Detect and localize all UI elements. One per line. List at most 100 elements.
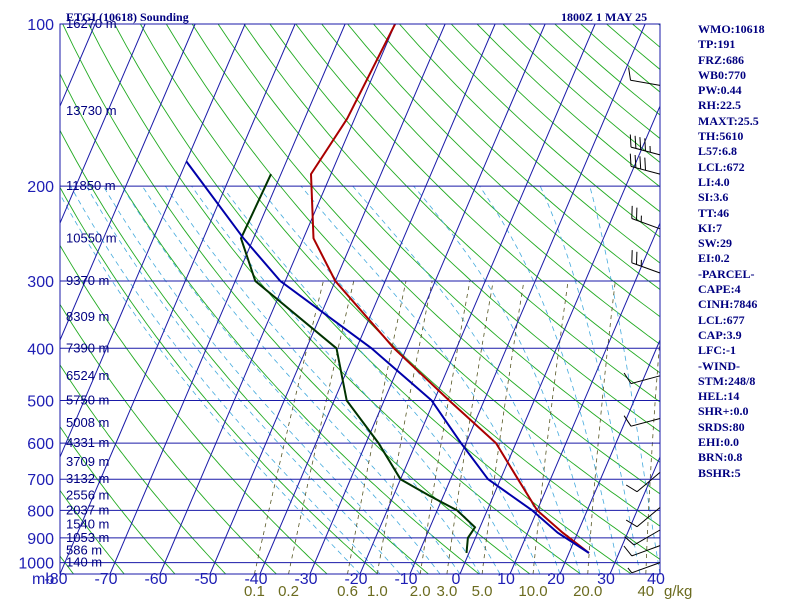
wind-barb (623, 545, 661, 557)
index-item: EI:0.2 (698, 251, 730, 266)
pressure-tick-label: 200 (27, 179, 54, 196)
moist-adiabat (221, 185, 521, 574)
temperature-tick-label: 40 (647, 571, 665, 588)
isobars (60, 24, 660, 564)
temperature-line (309, 24, 590, 554)
dry-adiabat (62, 24, 531, 574)
isotherm (109, 24, 346, 574)
mixing-ratio-tick-label: 20.0 (573, 583, 602, 600)
pressure-tick-label: 700 (27, 472, 54, 489)
index-item: CAPE:4 (698, 282, 741, 297)
index-item: MAXT:25.5 (698, 113, 759, 128)
isotherm (559, 338, 660, 574)
index-item: BSHR:5 (698, 465, 741, 480)
pressure-tick-label: 100 (27, 17, 54, 34)
wind-barb (625, 507, 661, 528)
dry-adiabat (269, 24, 660, 403)
moist-adiabat (300, 185, 561, 574)
isotherm (609, 455, 660, 574)
temperature-tick-label: -60 (144, 571, 167, 588)
wind-barb (629, 134, 661, 156)
index-item: HEL:14 (698, 389, 740, 404)
height-label: 586 m (66, 543, 102, 558)
index-item: SI:3.6 (698, 190, 729, 205)
moist-adiabat (60, 193, 361, 574)
mixing-ratio-tick-label: 5.0 (472, 583, 493, 600)
height-label: 6524 m (66, 368, 109, 383)
wind-barb (631, 250, 661, 274)
index-item: FRZ:686 (698, 52, 744, 67)
mixing-ratio-tick-label: 0.1 (244, 583, 265, 600)
height-label: 10550 m (66, 230, 117, 245)
mixing-ratio-axis: 0.1 0.2 0.6 1.0 2.0 3.0 5.0 10.0 20.0 40 g/kg (244, 583, 692, 600)
temperature-tick-label: 10 (497, 571, 515, 588)
pressure-tick-label: 400 (27, 341, 54, 358)
mixing-ratio-line (419, 280, 471, 574)
index-item: SW:29 (698, 236, 733, 251)
wind-barb (623, 372, 661, 385)
dry-adiabat (88, 24, 581, 574)
dry-adiabat (321, 24, 660, 345)
pressure-tick-label: 600 (27, 436, 54, 453)
dry-adiabat (399, 24, 660, 264)
isotherm (459, 104, 660, 574)
mixing-ratio-line (288, 280, 355, 574)
moist-adiabat (86, 185, 401, 574)
height-label: 16270 m (66, 16, 117, 31)
index-item: STM:248/8 (698, 373, 756, 388)
mixing-ratio-line (254, 280, 324, 574)
isotherm (60, 24, 196, 342)
mixing-ratio-line (481, 280, 525, 574)
dry-adiabat (60, 303, 277, 574)
index-item: RH:22.5 (698, 98, 741, 113)
isotherm (209, 24, 446, 574)
height-label: 9370 m (66, 273, 109, 288)
index-item: LCL:672 (698, 159, 745, 174)
temperature-tick-label: -50 (194, 571, 217, 588)
height-label: 140 m (66, 555, 102, 570)
height-label: 1540 m (66, 517, 109, 532)
index-item: KI:7 (698, 220, 722, 235)
mixing-ratio-tick-label: 3.0 (436, 583, 457, 600)
height-label: 4331 m (66, 435, 109, 450)
mixing-ratio-line (446, 280, 494, 574)
dry-adiabat (191, 24, 660, 495)
temperature-tick-label: -30 (294, 571, 317, 588)
index-item: PW:0.44 (698, 83, 742, 98)
index-item: LCL:677 (698, 312, 745, 327)
mixing-ratio-line (645, 333, 660, 574)
isotherm (359, 24, 596, 574)
isotherm (60, 24, 246, 459)
dry-adiabat (373, 24, 660, 291)
height-label: 2556 m (66, 487, 109, 502)
moist-adiabat (479, 185, 621, 574)
index-item: WMO:10618 (698, 22, 765, 36)
height-label: 3709 m (66, 454, 109, 469)
isotherms (60, 24, 660, 574)
isotherm (60, 24, 296, 574)
temperature-tick-label: -20 (344, 571, 367, 588)
index-item: SHR+:0.0 (698, 404, 749, 419)
height-label: 2037 m (66, 502, 109, 517)
index-item: L57:6.8 (698, 144, 737, 159)
height-label: 3132 m (66, 471, 109, 486)
index-item: TP:191 (698, 37, 736, 52)
temperature-tick-label: 20 (547, 571, 565, 588)
parcel-line (185, 160, 590, 554)
height-label: 13730 m (66, 103, 117, 118)
valid-time: 1800Z 1 MAY 25 (561, 10, 648, 24)
moist-adiabat (165, 185, 481, 574)
height-label: 7390 m (66, 340, 109, 355)
dry-adiabat (60, 186, 379, 574)
dewpoint-line (239, 173, 477, 554)
isotherm (509, 221, 660, 574)
isotherm (309, 24, 546, 574)
station-title: ETGI (10618) Sounding (66, 10, 189, 24)
index-item: BRN:0.8 (698, 450, 743, 465)
sounding-traces (185, 24, 590, 554)
temperature-tick-label: 30 (597, 571, 615, 588)
height-label: 5750 m (66, 393, 109, 408)
height-label: 8309 m (66, 309, 109, 324)
pressure-tick-label: 800 (27, 503, 54, 520)
